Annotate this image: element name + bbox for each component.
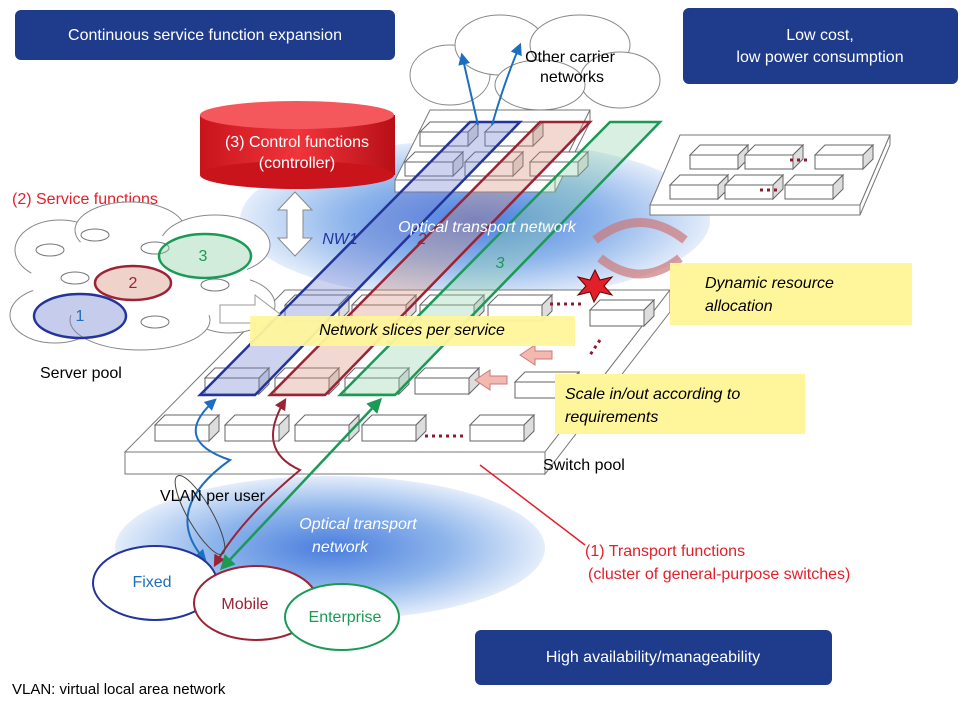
switch-box [414,377,470,395]
switch-box [643,298,655,328]
switch-box [467,120,479,148]
carrier-label: networks [540,69,604,86]
switch-box [689,154,739,170]
arrow [491,42,522,126]
switch-box [468,366,480,396]
switch-box [294,424,350,442]
switch-box [832,173,844,201]
banner [475,630,832,685]
rotate-arrow [592,218,688,244]
server-slice-label: 1 [76,308,85,325]
server-cloud [9,201,276,351]
slice-label: NW1 [322,231,358,248]
switch-box [153,414,221,426]
switch-box [792,143,804,171]
controller-label: (3) Control functions [225,134,369,151]
transport-label: (1) Transport functions [585,543,745,560]
note-box [670,263,912,325]
optical-label: Optical transport [299,516,417,533]
switch-box [744,154,794,170]
switch-box [154,424,210,442]
switch-box [415,413,427,443]
switch-box [724,184,774,200]
switch-box [862,143,874,171]
note-box [555,374,805,434]
arrow [458,52,479,126]
switch-box [512,150,524,178]
switch-box [486,294,554,306]
banner [683,8,958,84]
switch-pool-label: Switch pool [543,457,625,474]
switch-box [360,414,428,426]
server-slice [157,232,253,280]
switch-box [468,414,536,426]
vlan-line [219,397,383,571]
switch-box [452,150,464,178]
switch-box [577,150,589,178]
banner-text: low power consumption [736,49,903,66]
banner-text: Low cost, [786,27,854,44]
switch-box [814,154,864,170]
vlan-tube [174,475,226,555]
switch-box [541,293,553,323]
note-box [250,316,575,346]
banner [15,10,395,60]
pointer-line [479,464,586,546]
switch-box [784,184,834,200]
controller [200,101,395,189]
switch-box [669,184,719,200]
switch-box [469,424,525,442]
failure-burst [576,268,614,304]
access-enterprise [284,583,400,651]
optical-label: Optical transport network [398,219,577,236]
access-label: Enterprise [309,609,382,626]
note: requirements [565,409,658,426]
switch-box [532,120,544,148]
carrier-label: Other carrier [525,49,615,66]
vlan-label: VLAN per user [160,488,266,505]
server-slice-label: 2 [129,275,138,292]
note: Scale in/out according to [565,386,740,403]
switch-box [588,299,656,311]
switch-box [588,339,602,356]
scale-arrow [474,369,508,391]
server-slice-label: 3 [199,248,208,265]
double-arrow [276,191,314,257]
note: Network slices per service [319,322,505,339]
note: allocation [705,298,773,315]
switch-box [293,414,361,426]
optical-label: network [312,539,369,556]
carrier-clouds [409,14,661,111]
switch-box [223,414,291,426]
server-slice [32,292,128,340]
servers [35,228,230,329]
switch-box [589,309,645,327]
slice-label: 2 [417,231,427,248]
banner-text: High availability/manageability [546,649,760,666]
access-label: Mobile [221,596,268,613]
footnote: VLAN: virtual local area network [12,681,226,698]
switch-box [523,413,535,443]
slice-label: 3 [496,255,505,272]
switch-box [413,367,481,379]
access-label: Fixed [132,574,171,591]
controller-label: (controller) [259,155,335,172]
note: Dynamic resource [705,275,834,292]
switch-box [361,424,417,442]
switch-box [224,424,280,442]
server-slice [93,264,173,302]
banner-text: Continuous service function expansion [68,27,342,44]
switch-box [772,173,784,201]
transport-label: (cluster of general-purpose switches) [588,566,850,583]
server-pool-label: Server pool [40,365,122,382]
